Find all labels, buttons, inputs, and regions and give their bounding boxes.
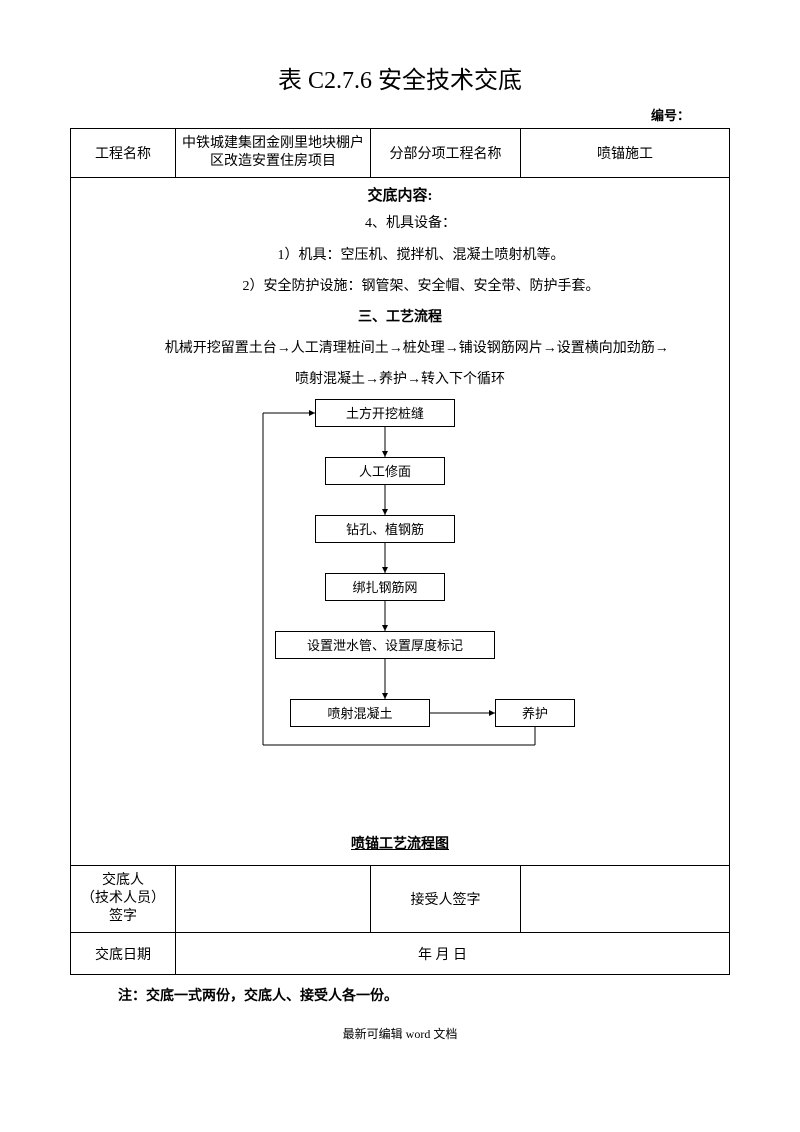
content-heading: 交底内容: bbox=[75, 184, 725, 205]
sign-col4 bbox=[521, 865, 730, 933]
number-label: 编号： bbox=[70, 105, 730, 124]
line-3: 2）安全防护设施：钢管架、安全帽、安全带、防护手套。 bbox=[75, 274, 725, 299]
page-title: 表 C2.7.6 安全技术交底 bbox=[70, 60, 730, 95]
footer-note: 注：交底一式两份，交底人、接受人各一份。 bbox=[118, 985, 730, 1005]
flowchart-area: 土方开挖桩缝人工修面钻孔、植钢筋绑扎钢筋网设置泄水管、设置厚度标记喷射混凝土养护 bbox=[75, 399, 725, 819]
line-2: 1）机具：空压机、搅拌机、混凝土喷射机等。 bbox=[75, 243, 725, 268]
sign-col3: 接受人签字 bbox=[371, 865, 521, 933]
date-value: 年 月 日 bbox=[176, 933, 730, 975]
hdr-col4: 喷锚施工 bbox=[521, 129, 730, 178]
main-table: 工程名称 中铁城建集团金刚里地块棚户区改造安置住房项目 分部分项工程名称 喷锚施… bbox=[70, 128, 730, 975]
sign-c1b: （技术人员） bbox=[75, 890, 171, 908]
flowtext-1: 机械开挖留置土台→人工清理桩间土→桩处理→铺设钢筋网片→设置横向加劲筋→ bbox=[75, 336, 725, 361]
hdr-col1: 工程名称 bbox=[71, 129, 176, 178]
date-label: 交底日期 bbox=[71, 933, 176, 975]
content-cell: 交底内容: 4、机具设备： 1）机具：空压机、搅拌机、混凝土喷射机等。 2）安全… bbox=[71, 178, 730, 865]
hdr-col2: 中铁城建集团金刚里地块棚户区改造安置住房项目 bbox=[176, 129, 371, 178]
sign-row: 交底人 （技术人员） 签字 接受人签字 bbox=[71, 865, 730, 933]
bottom-line: 最新可编辑 word 文档 bbox=[70, 1025, 730, 1042]
hdr-col3: 分部分项工程名称 bbox=[371, 129, 521, 178]
line-1: 4、机具设备： bbox=[75, 211, 725, 236]
sign-c1c: 签字 bbox=[75, 908, 171, 926]
flowtext-2: 喷射混凝土→养护→转入下个循环 bbox=[75, 367, 725, 392]
sign-col1: 交底人 （技术人员） 签字 bbox=[71, 865, 176, 933]
sign-col2 bbox=[176, 865, 371, 933]
sign-c1a: 交底人 bbox=[75, 872, 171, 890]
date-row: 交底日期 年 月 日 bbox=[71, 933, 730, 975]
section-3-head: 三、工艺流程 bbox=[75, 305, 725, 330]
header-row: 工程名称 中铁城建集团金刚里地块棚户区改造安置住房项目 分部分项工程名称 喷锚施… bbox=[71, 129, 730, 178]
flow-caption: 喷锚工艺流程图 bbox=[75, 833, 725, 853]
